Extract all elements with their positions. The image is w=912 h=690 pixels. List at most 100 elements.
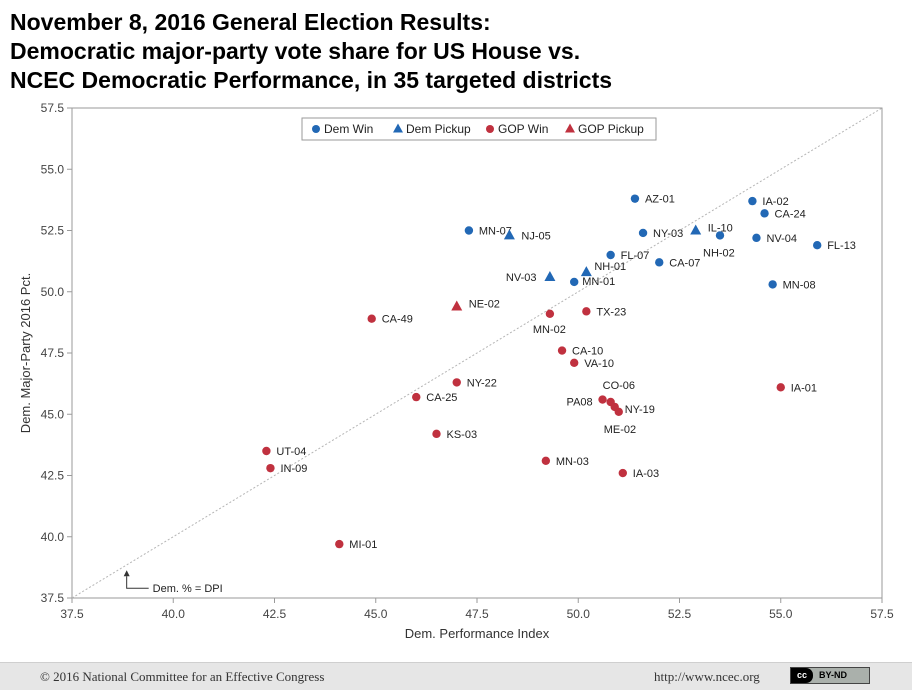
data-point-label: FL-13 bbox=[827, 240, 856, 252]
data-point[interactable] bbox=[367, 314, 376, 323]
data-point-label: MN-07 bbox=[479, 226, 512, 238]
data-point[interactable] bbox=[606, 250, 615, 260]
data-point-label: CA-10 bbox=[572, 346, 603, 358]
data-point-label: IA-01 bbox=[791, 382, 817, 394]
x-tick-label: 47.5 bbox=[465, 607, 489, 621]
reference-line: Dem. % = DPI bbox=[71, 107, 883, 599]
reference-arrow-line bbox=[126, 576, 149, 589]
legend-label: GOP Win bbox=[498, 122, 548, 136]
data-point[interactable] bbox=[776, 383, 785, 392]
legend-box bbox=[301, 117, 657, 141]
data-point[interactable] bbox=[715, 231, 725, 240]
license-text: BY-ND bbox=[819, 670, 848, 680]
data-point-label: NV-03 bbox=[506, 272, 537, 284]
data-point[interactable] bbox=[452, 378, 461, 387]
cc-icon: cc bbox=[791, 668, 813, 683]
data-point-label: NY-19 bbox=[625, 404, 655, 416]
scatter-chart: 37.5 40.0 42.5 45.0 47.5 50.0 52.5 55.0 57.5 37.5… bbox=[18, 101, 894, 641]
title-line-2: Democratic major-party vote share for US… bbox=[10, 38, 581, 64]
x-tick-label: 55.0 bbox=[769, 607, 793, 621]
data-point-label: CA-25 bbox=[426, 392, 457, 404]
data-point[interactable] bbox=[598, 395, 607, 404]
data-point[interactable] bbox=[262, 446, 271, 456]
data-point[interactable] bbox=[557, 346, 567, 355]
data-point-label: PA08 bbox=[567, 397, 593, 409]
data-point-label: MN-03 bbox=[556, 456, 589, 468]
data-point[interactable] bbox=[570, 277, 579, 287]
footer-url[interactable]: http://www.ncec.org bbox=[654, 669, 760, 684]
data-point-triangle[interactable] bbox=[503, 229, 515, 240]
data-point-label: NY-03 bbox=[653, 228, 683, 240]
data-point-triangle[interactable] bbox=[690, 224, 702, 235]
data-point[interactable] bbox=[582, 307, 591, 316]
data-point-label: IA-02 bbox=[762, 196, 788, 208]
x-axis-title: Dem. Performance Index bbox=[405, 626, 550, 641]
chart-title: November 8, 2016 General Election Result… bbox=[10, 8, 890, 95]
data-point-label: MI-01 bbox=[349, 539, 377, 551]
data-point[interactable] bbox=[412, 392, 421, 402]
data-point-label: MN-01 bbox=[582, 276, 615, 288]
y-tick-label: 50.0 bbox=[41, 285, 65, 299]
data-point-triangle[interactable] bbox=[451, 300, 463, 311]
data-point-label: NY-22 bbox=[467, 377, 497, 389]
data-point-triangle[interactable] bbox=[580, 266, 592, 277]
data-point[interactable] bbox=[638, 228, 648, 238]
reference-diagonal bbox=[71, 107, 883, 599]
data-point-label: IN-09 bbox=[280, 463, 307, 475]
title-line-1: November 8, 2016 General Election Result… bbox=[10, 9, 491, 35]
data-point-label: MN-02 bbox=[533, 324, 566, 336]
data-point[interactable] bbox=[618, 468, 627, 478]
data-point[interactable] bbox=[570, 358, 579, 367]
data-point[interactable] bbox=[541, 456, 551, 465]
data-point-label: NJ-05 bbox=[521, 230, 550, 242]
data-point[interactable] bbox=[545, 309, 555, 318]
data-point[interactable] bbox=[614, 407, 623, 416]
data-point[interactable] bbox=[655, 258, 664, 267]
data-point-label: VA-10 bbox=[584, 358, 614, 370]
legend: Dem Win Dem Pickup GOP Win GOP Pickup bbox=[301, 117, 657, 141]
y-tick-label: 45.0 bbox=[41, 407, 65, 421]
data-point-label: FL-07 bbox=[621, 250, 650, 262]
data-point-label: CA-49 bbox=[382, 314, 413, 326]
y-axis-title: Dem. Major-Party 2016 Pct. bbox=[18, 273, 33, 433]
title-line-3: NCEC Democratic Performance, in 35 targe… bbox=[10, 67, 613, 93]
x-tick-label: 40.0 bbox=[162, 607, 186, 621]
data-point-label: UT-04 bbox=[276, 446, 306, 458]
data-point-label: MN-08 bbox=[783, 279, 816, 291]
data-point[interactable] bbox=[464, 226, 474, 235]
data-point[interactable] bbox=[760, 209, 769, 218]
legend-marker-triangle bbox=[565, 123, 575, 133]
data-point-label: TX-23 bbox=[596, 306, 626, 318]
legend-label: Dem Win bbox=[324, 122, 373, 136]
y-tick-label: 42.5 bbox=[41, 469, 65, 483]
data-point[interactable] bbox=[768, 280, 777, 289]
data-point[interactable] bbox=[432, 429, 441, 439]
data-point-label: IL-10 bbox=[708, 223, 733, 235]
reference-line-label: Dem. % = DPI bbox=[153, 583, 223, 595]
data-point[interactable] bbox=[630, 194, 640, 203]
x-tick-label: 57.5 bbox=[870, 607, 894, 621]
legend-marker-triangle bbox=[393, 123, 403, 133]
x-tick-label: 52.5 bbox=[668, 607, 692, 621]
data-point-label: AZ-01 bbox=[645, 194, 675, 206]
data-point-triangle[interactable] bbox=[544, 271, 556, 282]
data-point-label: NV-04 bbox=[766, 233, 797, 245]
data-point-label: CA-07 bbox=[669, 257, 700, 269]
license-badge[interactable]: cc BY-ND bbox=[790, 667, 870, 684]
y-tick-label: 55.0 bbox=[41, 162, 65, 176]
x-tick-label: 42.5 bbox=[263, 607, 287, 621]
y-tick-label: 52.5 bbox=[41, 224, 65, 238]
data-point[interactable] bbox=[335, 539, 344, 549]
data-point-label: CA-24 bbox=[775, 208, 806, 220]
data-point[interactable] bbox=[266, 463, 275, 473]
data-point-label: KS-03 bbox=[447, 429, 478, 441]
x-tick-label: 37.5 bbox=[60, 607, 84, 621]
data-point[interactable] bbox=[813, 241, 822, 250]
legend-label: Dem Pickup bbox=[406, 122, 471, 136]
data-point[interactable] bbox=[752, 233, 761, 243]
footer: © 2016 National Committee for an Effecti… bbox=[0, 662, 912, 690]
reference-arrow-head bbox=[123, 570, 130, 577]
legend-label: GOP Pickup bbox=[578, 122, 644, 136]
data-point[interactable] bbox=[748, 196, 757, 206]
data-point-label: ME-02 bbox=[604, 424, 636, 436]
